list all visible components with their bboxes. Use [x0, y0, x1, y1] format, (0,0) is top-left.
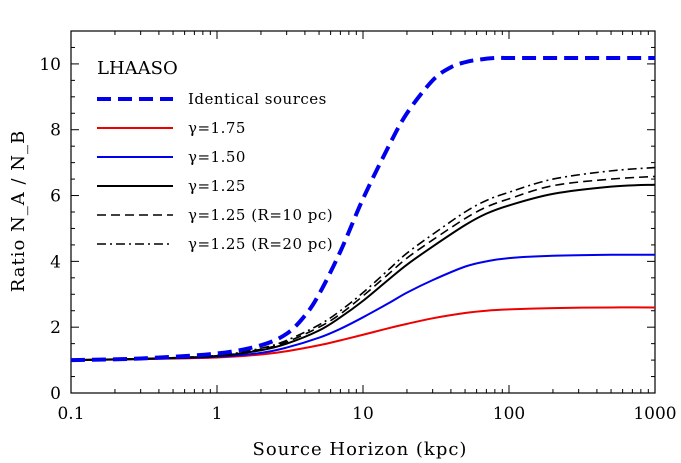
x-tick-label: 100	[493, 404, 525, 424]
legend-label-1: γ=1.75	[188, 119, 246, 137]
y-axis-label-group: Ratio N_A / N_B	[8, 130, 29, 292]
x-tick-label: 1	[212, 404, 223, 424]
legend-label-2: γ=1.50	[188, 148, 246, 166]
y-tick-label: 4	[50, 252, 61, 272]
x-tick-label: 0.1	[57, 404, 84, 424]
series-line-5	[70, 166, 656, 361]
x-axis-label: Source Horizon (kpc)	[253, 439, 468, 460]
x-tick-label: 1000	[633, 404, 676, 424]
series-line-4	[70, 175, 656, 361]
axis-tick-labels: 0.1 1 10 100 1000 0 2 4 6 8 10	[39, 55, 676, 424]
series-group	[70, 55, 656, 363]
legend-label-0: Identical sources	[188, 90, 327, 108]
legend-title: LHAASO	[97, 58, 178, 79]
y-tick-label: 6	[50, 187, 61, 207]
series-line-0	[70, 55, 655, 363]
y-tick-label: 8	[50, 121, 61, 141]
y-tick-label: 0	[50, 384, 61, 404]
legend-label-4: γ=1.25 (R=10 pc)	[188, 206, 333, 224]
y-tick-label: 10	[39, 55, 61, 75]
y-axis-label: Ratio N_A / N_B	[8, 130, 29, 292]
x-tick-label: 10	[352, 404, 374, 424]
y-tick-label: 2	[50, 318, 61, 338]
series-line-1	[70, 306, 656, 362]
legend-label-3: γ=1.25	[188, 177, 246, 195]
legend-label-5: γ=1.25 (R=20 pc)	[188, 235, 333, 253]
series-line-2	[70, 253, 656, 362]
axis-ticks	[70, 30, 656, 394]
plot-frame	[70, 30, 656, 394]
legend: LHAASO Identical sources γ=1.75 γ=1.50 γ=1.…	[97, 58, 333, 253]
